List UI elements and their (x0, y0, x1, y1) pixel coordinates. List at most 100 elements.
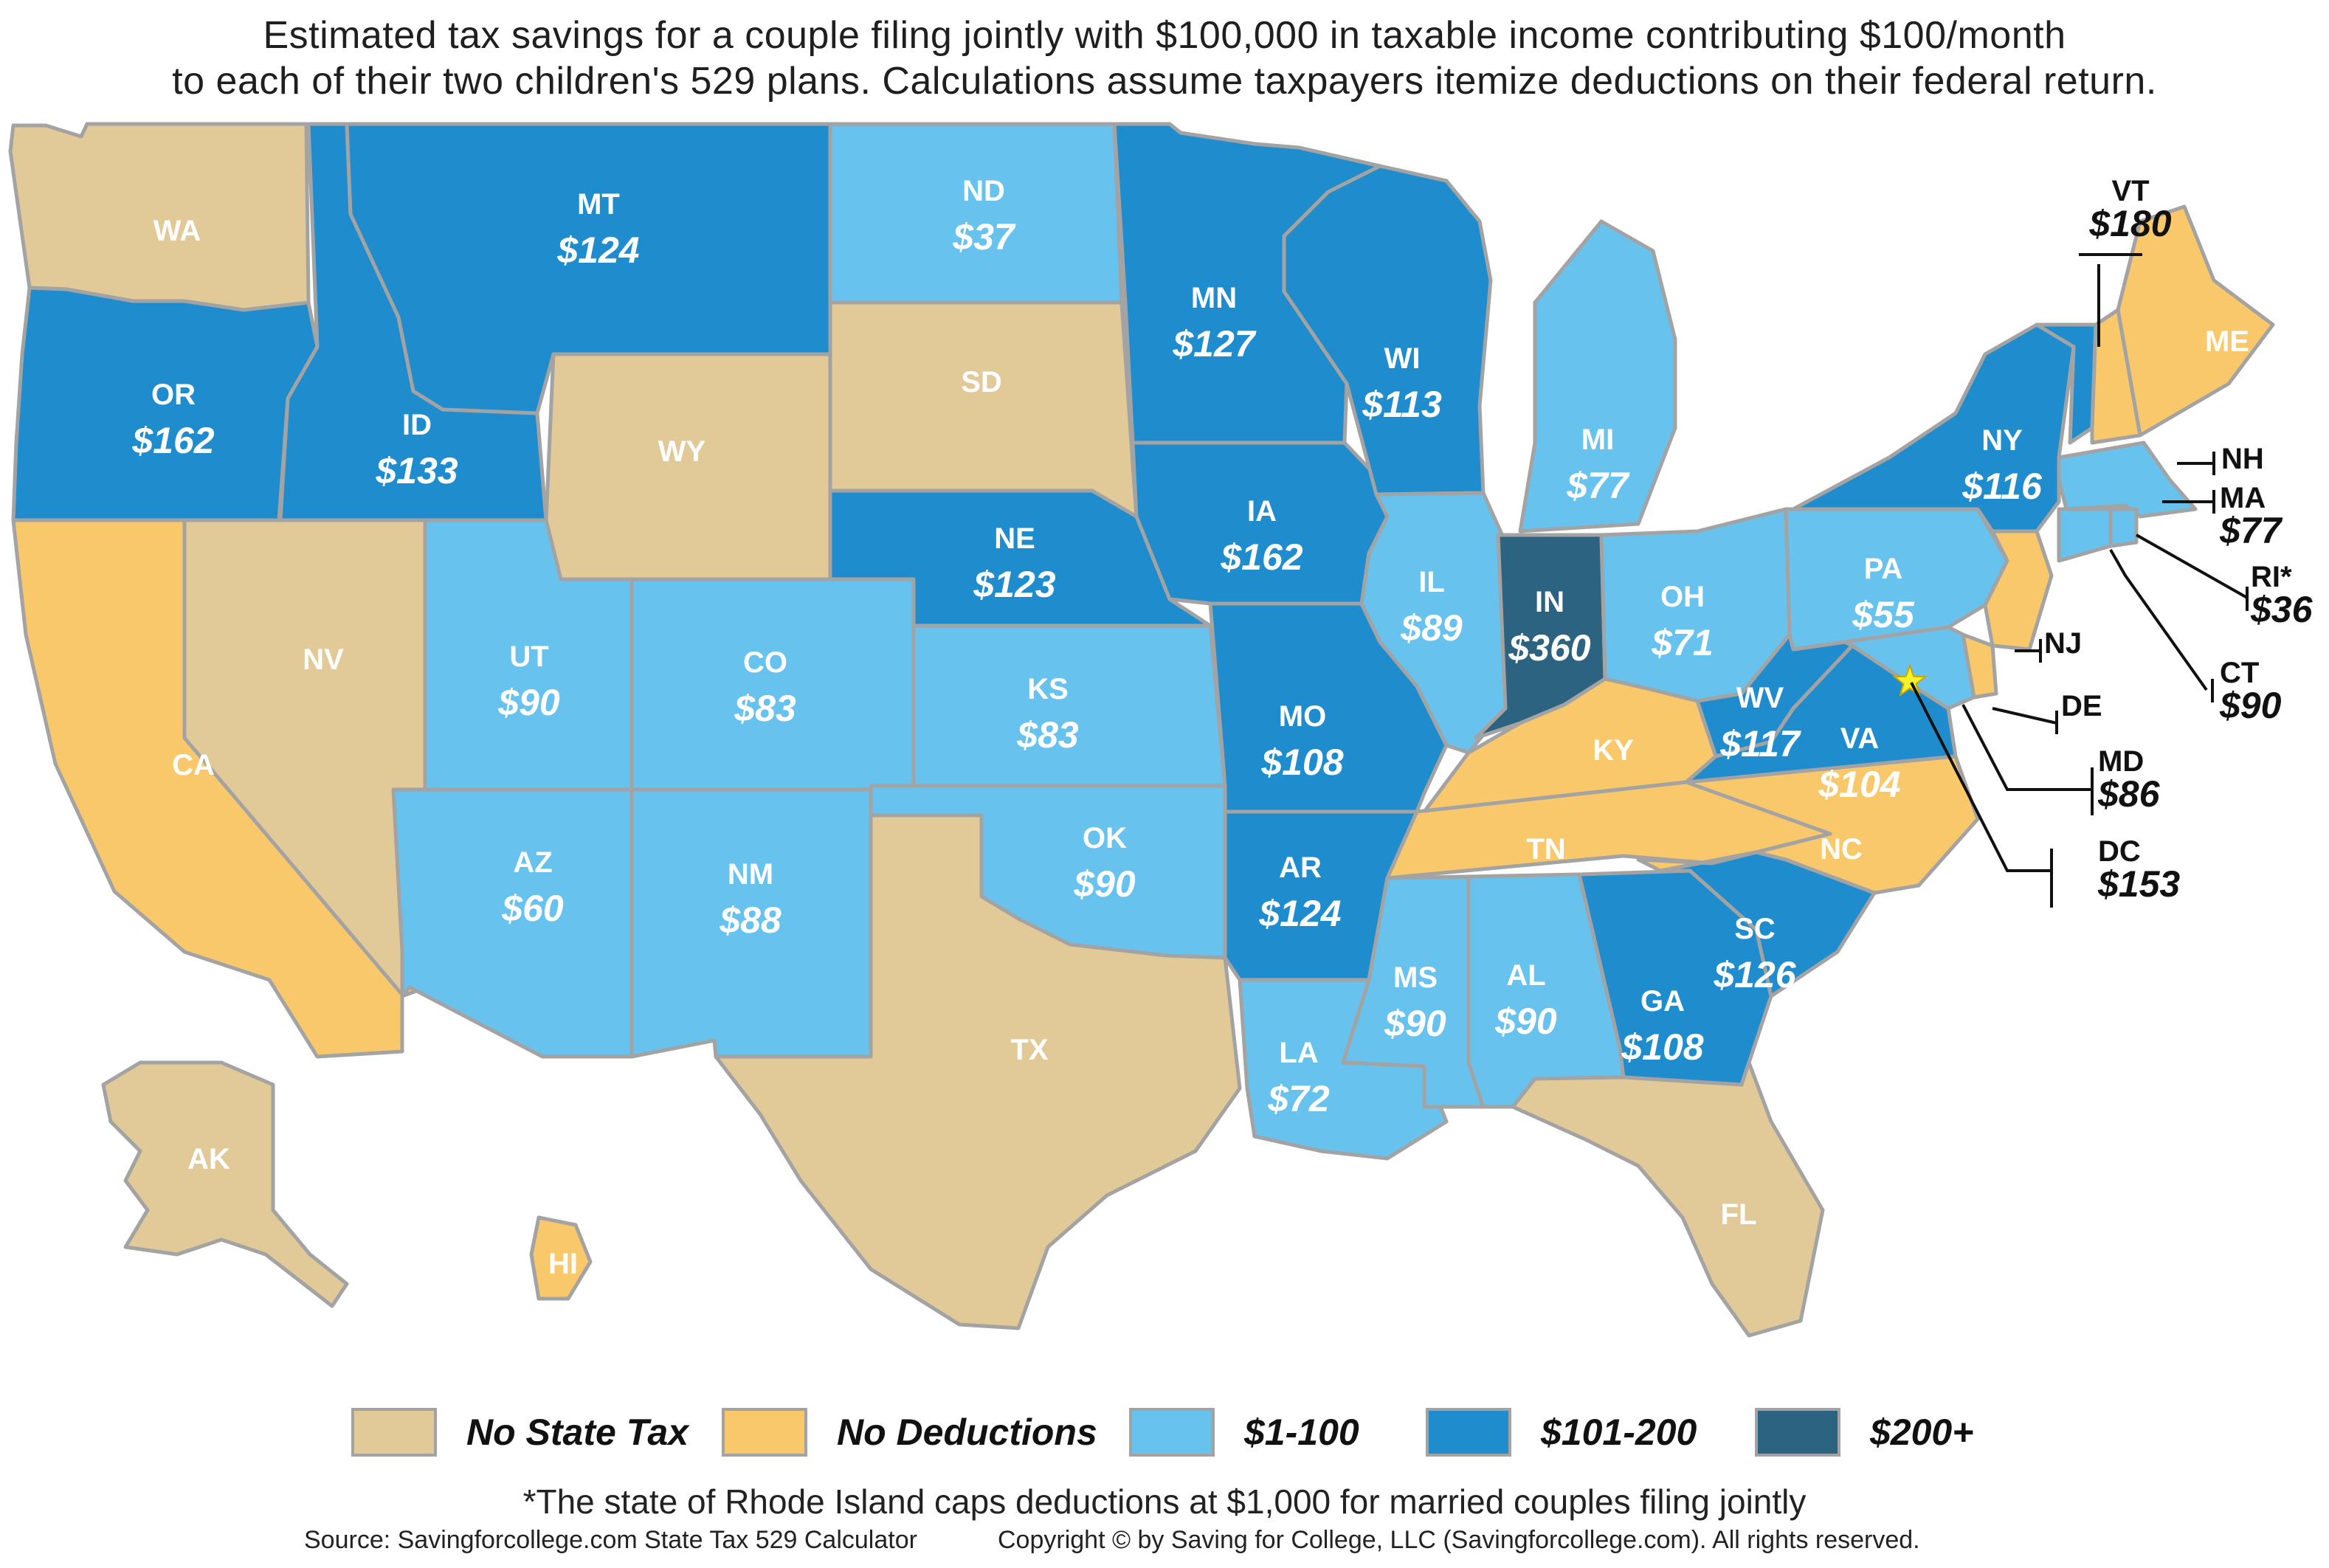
state-value-mi: $77 (1566, 465, 1630, 506)
callout-leader-line (1961, 704, 2094, 815)
source-credit: Source: Savingforcollege.com State Tax 5… (304, 1526, 917, 1554)
callout-leader-line (2015, 639, 2042, 663)
state-mi (1518, 219, 1677, 533)
state-label-mn: MN (1191, 282, 1237, 314)
state-label-la: LA (1279, 1037, 1318, 1069)
callout-leader-line (2109, 549, 2214, 702)
state-label-nv: NV (303, 643, 344, 676)
state-value-ga: $108 (1621, 1026, 1703, 1068)
state-label-ms: MS (1393, 961, 1438, 994)
legend-label: $101-200 (1541, 1412, 1697, 1453)
state-sd (828, 300, 1139, 519)
state-label-ma: MA (2220, 482, 2266, 514)
state-label-vt: VT (2111, 175, 2149, 207)
state-label-oh: OH (1660, 581, 1705, 613)
state-label-nc: NC (1820, 833, 1863, 866)
callout-leader-line (2177, 452, 2215, 475)
state-me (2116, 204, 2275, 438)
legend-item-200: $200+ (1755, 1406, 1973, 1459)
state-label-ca: CA (172, 749, 215, 781)
legend-label: No State Tax (466, 1412, 689, 1453)
legend-swatch (722, 1408, 807, 1457)
state-label-me: ME (2205, 325, 2249, 358)
state-label-sc: SC (1734, 913, 1776, 945)
state-label-ok: OK (1083, 822, 1127, 854)
legend-label: $200+ (1870, 1412, 1974, 1453)
state-co (629, 577, 916, 792)
title-line-1: Estimated tax savings for a couple filin… (263, 14, 2066, 57)
state-value-la: $72 (1267, 1078, 1330, 1119)
state-fl (1511, 1060, 1825, 1338)
state-label-ct: CT (2220, 657, 2259, 689)
state-label-wy: WY (658, 435, 706, 468)
state-md (1791, 625, 1976, 711)
state-tx (714, 813, 1242, 1330)
state-label-ia: IA (1247, 495, 1277, 528)
state-value-co: $83 (734, 688, 796, 729)
state-value-vt: $180 (2088, 203, 2171, 244)
state-label-co: CO (743, 646, 787, 679)
state-value-ne: $123 (973, 564, 1055, 605)
state-label-hi: HI (548, 1248, 578, 1280)
legend-label: $1-100 (1244, 1412, 1359, 1453)
state-value-nd: $37 (952, 216, 1016, 258)
state-label-ri: RI* (2251, 561, 2292, 593)
state-value-va: $104 (1818, 764, 1900, 805)
state-value-mn: $127 (1172, 323, 1256, 365)
state-ma (2057, 441, 2198, 519)
legend-swatch (1426, 1408, 1511, 1457)
legend-label: No Deductions (837, 1412, 1097, 1453)
state-value-ks: $83 (1016, 714, 1079, 756)
state-value-ct: $90 (2219, 685, 2282, 726)
state-label-ar: AR (1279, 852, 1322, 884)
state-label-ks: KS (1027, 673, 1069, 705)
callout-leader-line (1910, 682, 2053, 908)
state-label-nj: NJ (2044, 627, 2082, 660)
state-label-in: IN (1535, 586, 1564, 618)
state-ri (2108, 507, 2139, 548)
state-label-al: AL (1506, 959, 1545, 992)
state-label-or: OR (151, 379, 196, 411)
state-label-ny: NY (1981, 424, 2023, 457)
state-value-ri: $36 (2250, 589, 2314, 630)
state-value-ms: $90 (1384, 1003, 1446, 1044)
state-label-fl: FL (1721, 1198, 1757, 1231)
state-value-ar: $124 (1258, 893, 1341, 934)
state-value-ok: $90 (1073, 863, 1136, 905)
state-value-ia: $162 (1220, 536, 1302, 578)
state-value-pa: $55 (1852, 594, 1915, 635)
state-label-wv: WV (1736, 682, 1784, 714)
state-value-id: $133 (375, 450, 458, 491)
footnote: *The state of Rhode Island caps deductio… (522, 1482, 1807, 1521)
state-value-md: $86 (2097, 773, 2161, 815)
state-value-dc: $153 (2097, 863, 2180, 905)
state-vt (2035, 322, 2098, 445)
state-label-ut: UT (509, 640, 548, 673)
state-value-wi: $113 (1362, 384, 1442, 425)
state-label-wa: WA (153, 215, 201, 247)
state-label-nm: NM (728, 858, 773, 891)
state-label-mo: MO (1279, 700, 1326, 733)
dc-star-icon (1892, 663, 1928, 697)
legend-swatch (1755, 1408, 1840, 1457)
state-value-ut: $90 (497, 682, 560, 723)
state-nj (1983, 529, 2054, 652)
legend-swatch (351, 1408, 437, 1457)
state-label-ky: KY (1593, 734, 1634, 767)
state-value-or: $162 (131, 420, 214, 461)
state-nh (2090, 308, 2142, 445)
state-label-mi: MI (1581, 424, 1614, 456)
state-label-mt: MT (577, 188, 620, 221)
state-label-dc: DC (2098, 835, 2141, 868)
state-label-de: DE (2061, 690, 2102, 722)
state-label-ne: NE (994, 522, 1035, 555)
us-map: WA OR $162 CA NV ID $133 MT $124 WY UT $90 AZ $60 CO $8… (8, 122, 2314, 1338)
state-value-ma: $77 (2219, 510, 2283, 551)
state-value-oh: $71 (1651, 622, 1713, 663)
state-hi (529, 1215, 593, 1301)
callout-leader-line (2136, 533, 2249, 611)
state-wi (1282, 164, 1493, 497)
state-value-ny: $116 (1961, 466, 2043, 507)
state-label-id: ID (402, 409, 432, 441)
state-ct (2057, 507, 2113, 563)
